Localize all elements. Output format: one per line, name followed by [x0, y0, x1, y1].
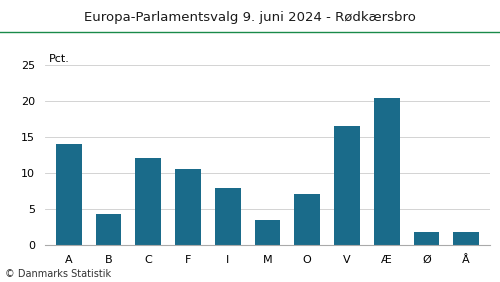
Text: Europa-Parlamentsvalg 9. juni 2024 - Rødkærsbro: Europa-Parlamentsvalg 9. juni 2024 - Rød… — [84, 11, 416, 24]
Bar — [414, 232, 440, 245]
Bar — [453, 232, 479, 245]
Bar — [175, 169, 201, 245]
Bar — [215, 188, 240, 245]
Bar — [294, 194, 320, 245]
Bar — [334, 126, 360, 245]
Text: Pct.: Pct. — [49, 54, 70, 64]
Bar — [96, 214, 122, 245]
Bar — [254, 220, 280, 245]
Bar — [374, 98, 400, 245]
Bar — [56, 144, 82, 245]
Bar — [136, 158, 161, 245]
Text: © Danmarks Statistik: © Danmarks Statistik — [5, 269, 111, 279]
